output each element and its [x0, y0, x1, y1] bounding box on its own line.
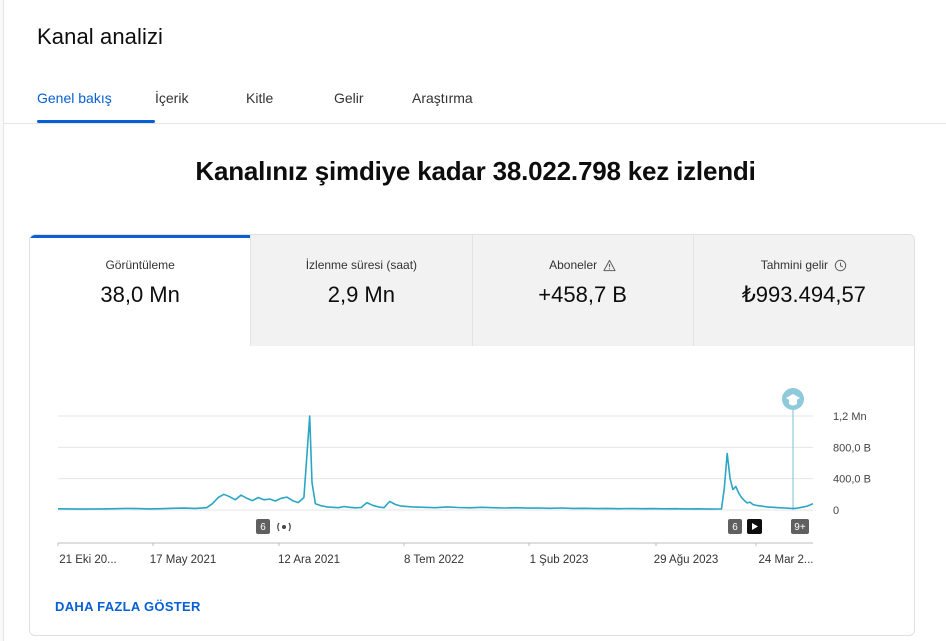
graduation-cap-base [789, 400, 797, 406]
metric-revenue-value: ₺993.494,57 [741, 282, 866, 307]
y-tick-label: 800,0 B [833, 442, 871, 454]
y-tick-label: 1,2 Mn [833, 411, 867, 423]
x-tick-label: 21 Eki 20... [59, 554, 117, 566]
metric-revenue[interactable]: Tahmini gelir ₺993.494,57 [693, 235, 914, 346]
metric-watch-time-label: İzlenme süresi (saat) [305, 258, 418, 272]
y-tick-label: 0 [833, 505, 839, 517]
live-broadcast-waves [277, 522, 291, 532]
x-tick-label: 17 May 2021 [150, 554, 217, 566]
x-tick-label: 1 Şub 2023 [530, 554, 589, 566]
overview-card: Görüntüleme 38,0 Mn İzlenme süresi (saat… [29, 234, 915, 636]
metric-tabs: Görüntüleme 38,0 Mn İzlenme süresi (saat… [30, 235, 914, 346]
metric-watch-time[interactable]: İzlenme süresi (saat) 2,9 Mn [251, 235, 473, 346]
live-broadcast-icon [282, 525, 286, 529]
metric-watch-time-value: 2,9 Mn [327, 282, 395, 307]
y-tick-label: 400,0 B [833, 474, 871, 486]
tab-research[interactable]: Araştırma [412, 90, 473, 106]
show-more-button[interactable]: DAHA FAZLA GÖSTER [55, 599, 201, 614]
views-series-line [57, 415, 814, 510]
metric-subscribers[interactable]: Aboneler +458,7 B [472, 235, 694, 346]
x-tick-label: 12 Ara 2021 [278, 554, 340, 566]
live-marker-badge [256, 519, 270, 534]
channel-views-headline: Kanalınız şimdiye kadar 38.022.798 kez i… [195, 156, 756, 186]
metric-views-value: 38,0 Mn [100, 282, 180, 307]
tab-overview[interactable]: Genel bakış [37, 90, 155, 124]
x-tick-label: 24 Mar 2... [759, 554, 814, 566]
metric-subscribers-label: Aboneler [549, 258, 598, 272]
tab-content[interactable]: İçerik [155, 90, 189, 106]
header: Kanal analizi Genel bakış İçerik Kitle G… [4, 0, 946, 124]
tab-audience[interactable]: Kitle [246, 90, 274, 106]
warning-icon [603, 259, 616, 271]
more-marker-badge [791, 519, 809, 534]
tab-bar: Genel bakış İçerik Kitle Gelir Araştırma [37, 90, 473, 124]
tab-revenue[interactable]: Gelir [334, 90, 364, 106]
metric-revenue-label: Tahmini gelir [760, 258, 829, 272]
metric-views-label: Görüntüleme [105, 258, 175, 272]
play-icon [752, 523, 758, 530]
upload-marker-badge [728, 519, 742, 534]
live-marker-count: 6 [260, 522, 266, 533]
page-title: Kanal analizi [37, 24, 164, 49]
metric-subscribers-value: +458,7 B [538, 282, 627, 307]
more-marker-count: 9+ [794, 522, 806, 533]
clock-icon [834, 259, 847, 271]
analytics-page: Kanal analizi Genel bakış İçerik Kitle G… [3, 0, 946, 641]
upload-marker-count: 6 [732, 522, 738, 533]
metric-views[interactable]: Görüntüleme 38,0 Mn [30, 235, 252, 346]
views-line-chart: 1,2 Mn 800,0 B 400,0 B 0 21 Eki 20... 17 May … [57, 388, 871, 566]
x-tick-label: 29 Ağu 2023 [654, 554, 719, 566]
x-tick-label: 8 Tem 2022 [404, 554, 464, 566]
